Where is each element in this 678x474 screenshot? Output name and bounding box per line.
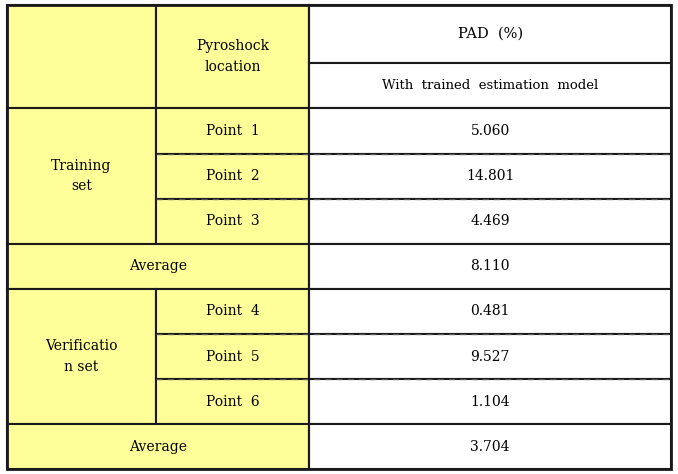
- Bar: [309, 379, 671, 424]
- Bar: [309, 289, 671, 334]
- Bar: [156, 154, 309, 199]
- Bar: [156, 199, 309, 244]
- Text: Training
set: Training set: [52, 159, 112, 193]
- Text: Average: Average: [129, 259, 187, 273]
- Text: Point  2: Point 2: [206, 169, 260, 183]
- Text: PAD  (%): PAD (%): [458, 27, 523, 41]
- Bar: [7, 289, 156, 424]
- Bar: [156, 334, 309, 379]
- Text: 3.704: 3.704: [471, 440, 510, 454]
- Text: Pyroshock
location: Pyroshock location: [196, 39, 269, 74]
- Text: Point  4: Point 4: [206, 304, 260, 319]
- Text: Point  6: Point 6: [206, 395, 260, 409]
- Bar: [7, 5, 156, 109]
- Text: 1.104: 1.104: [471, 395, 510, 409]
- Bar: [7, 244, 309, 289]
- Bar: [309, 244, 671, 289]
- Bar: [309, 199, 671, 244]
- Text: 14.801: 14.801: [466, 169, 515, 183]
- Bar: [7, 424, 309, 469]
- Text: 5.060: 5.060: [471, 124, 510, 138]
- Text: Point  5: Point 5: [206, 349, 260, 364]
- Text: 0.481: 0.481: [471, 304, 510, 319]
- Bar: [309, 424, 671, 469]
- Bar: [156, 5, 309, 109]
- Bar: [309, 64, 671, 109]
- Text: Point  1: Point 1: [206, 124, 260, 138]
- Bar: [309, 154, 671, 199]
- Bar: [309, 334, 671, 379]
- Text: Point  3: Point 3: [206, 214, 260, 228]
- Text: Verificatio
n set: Verificatio n set: [45, 339, 118, 374]
- Text: Average: Average: [129, 440, 187, 454]
- Text: 8.110: 8.110: [471, 259, 510, 273]
- Bar: [156, 379, 309, 424]
- Bar: [7, 109, 156, 244]
- Bar: [156, 109, 309, 154]
- Bar: [309, 109, 671, 154]
- Text: 9.527: 9.527: [471, 349, 510, 364]
- Text: With  trained  estimation  model: With trained estimation model: [382, 80, 598, 92]
- Bar: [156, 289, 309, 334]
- Text: 4.469: 4.469: [471, 214, 510, 228]
- Bar: [309, 5, 671, 64]
